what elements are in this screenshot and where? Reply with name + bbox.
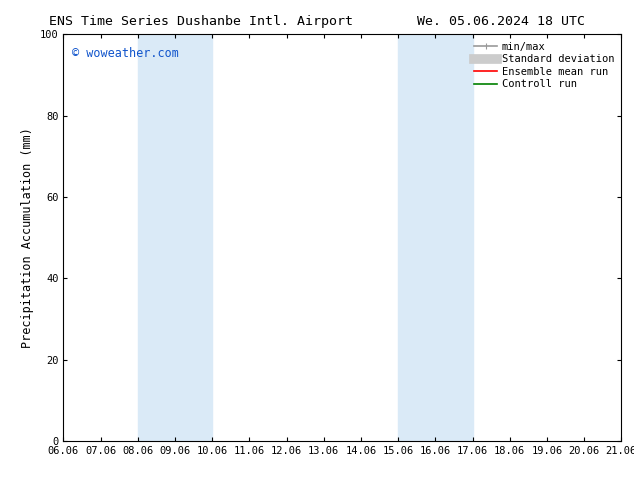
Bar (398, 34, 472, 441)
Legend: min/max, Standard deviation, Ensemble mean run, Controll run: min/max, Standard deviation, Ensemble me… (472, 40, 616, 92)
Y-axis label: Precipitation Accumulation (mm): Precipitation Accumulation (mm) (21, 127, 34, 348)
Text: ENS Time Series Dushanbe Intl. Airport        We. 05.06.2024 18 UTC: ENS Time Series Dushanbe Intl. Airport W… (49, 15, 585, 28)
Text: © woweather.com: © woweather.com (72, 47, 179, 59)
Bar (138, 34, 212, 441)
